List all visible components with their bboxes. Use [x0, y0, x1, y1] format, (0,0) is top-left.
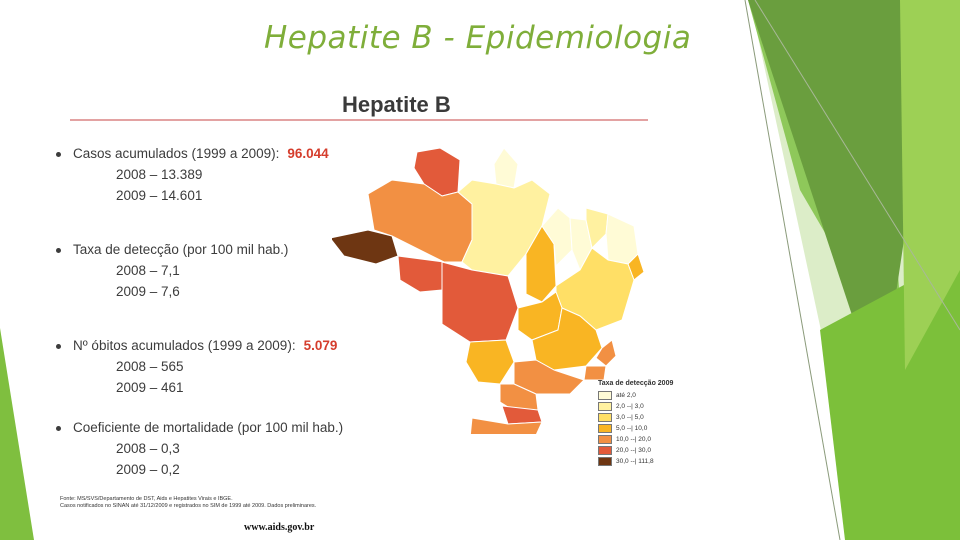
legend-item: até 2,0	[598, 390, 688, 400]
stat-label: Casos acumulados (1999 a 2009):	[73, 146, 280, 161]
bullet-icon	[56, 425, 61, 431]
legend-item: 30,0 --| 111,8	[598, 456, 688, 466]
slide-title: Hepatite B - Epidemiologia	[264, 20, 692, 56]
legend-label: 20,0 --| 30,0	[616, 446, 651, 454]
legend-swatch	[598, 423, 612, 433]
stat-highlight: 96.044	[287, 146, 329, 161]
bullet-icon	[56, 151, 61, 157]
legend-item: 20,0 --| 30,0	[598, 445, 688, 455]
content-panel: Hepatite B Casos acumulados (1999 a 2009…	[42, 82, 690, 522]
legend-label: 5,0 --| 10,0	[616, 424, 648, 432]
legend-label: 30,0 --| 111,8	[616, 457, 654, 465]
legend-item: 3,0 --| 5,0	[598, 412, 688, 422]
left-green-stripe	[0, 328, 34, 540]
stat-line: Coeficiente de mortalidade (por 100 mil …	[56, 420, 386, 435]
state-rio-de-janeiro	[583, 365, 607, 381]
bullet-icon	[56, 343, 61, 349]
source-note: Fonte: MS/SVS/Departamento de DST, Aids …	[60, 496, 420, 510]
state-northeast-coast	[605, 213, 639, 265]
legend-swatch	[598, 445, 612, 455]
stat-line: Casos acumulados (1999 a 2009): 96.044	[56, 146, 386, 161]
stat-label: Nº óbitos acumulados (1999 a 2009):	[73, 338, 296, 353]
stat-sub-2009: 2009 – 461	[116, 380, 184, 395]
legend-swatch	[598, 434, 612, 444]
legend-title: Taxa de detecção 2009	[598, 380, 674, 387]
state-rondonia	[397, 255, 445, 293]
stat-deaths: Nº óbitos acumulados (1999 a 2009): 5.079…	[56, 338, 386, 395]
legend-swatch	[598, 456, 612, 466]
legend-item: 2,0 --| 3,0	[598, 401, 688, 411]
stat-mortality: Coeficiente de mortalidade (por 100 mil …	[56, 420, 386, 477]
legend-label: 10,0 --| 20,0	[616, 435, 651, 443]
source-line: Casos notificados no SINAN até 31/12/200…	[60, 503, 317, 509]
stat-line: Nº óbitos acumulados (1999 a 2009): 5.079	[56, 338, 386, 353]
stat-sub-2009: 2009 – 14.601	[116, 188, 203, 203]
legend-swatch	[598, 390, 612, 400]
state-amapa	[493, 147, 519, 189]
stat-cases: Casos acumulados (1999 a 2009): 96.044 20…	[56, 146, 386, 203]
thin-line-1	[744, 0, 841, 540]
bullet-icon	[56, 247, 61, 253]
stat-label: Coeficiente de mortalidade (por 100 mil …	[73, 420, 344, 435]
source-url: www.aids.gov.br	[244, 522, 315, 533]
right-lime-facet	[900, 0, 960, 370]
legend-swatch	[598, 401, 612, 411]
stat-sub-2008: 2008 – 565	[116, 359, 184, 374]
stat-sub-2008: 2008 – 7,1	[116, 263, 180, 278]
stat-detection-rate: Taxa de detecção (por 100 mil hab.) 2008…	[56, 242, 386, 299]
legend-swatch	[598, 412, 612, 422]
thin-line-2	[754, 0, 960, 331]
stat-sub-2008: 2008 – 13.389	[116, 167, 203, 182]
legend-item: 5,0 --| 10,0	[598, 423, 688, 433]
title-underline	[70, 119, 648, 121]
legend-label: até 2,0	[616, 391, 636, 399]
source-line: Fonte: MS/SVS/Departamento de DST, Aids …	[60, 496, 233, 502]
state-acre	[332, 229, 399, 265]
map-legend: Taxa de detecção 2009 até 2,0 2,0 --| 3,…	[598, 380, 688, 466]
stat-sub-2009: 2009 – 7,6	[116, 284, 180, 299]
state-rio-grande-do-sul	[469, 417, 543, 434]
panel-title: Hepatite B	[342, 92, 451, 117]
brazil-map	[332, 147, 645, 434]
stat-highlight: 5.079	[303, 338, 338, 353]
stat-sub-2009: 2009 – 0,2	[116, 462, 180, 477]
stat-line: Taxa de detecção (por 100 mil hab.)	[56, 242, 386, 257]
state-ceara	[585, 207, 609, 249]
state-mato-grosso-do-sul	[465, 339, 515, 385]
state-espirito-santo	[595, 339, 617, 367]
legend-label: 2,0 --| 3,0	[616, 402, 644, 410]
legend-label: 3,0 --| 5,0	[616, 413, 644, 421]
stat-sub-2008: 2008 – 0,3	[116, 441, 180, 456]
stat-label: Taxa de detecção (por 100 mil hab.)	[73, 242, 289, 257]
legend-item: 10,0 --| 20,0	[598, 434, 688, 444]
